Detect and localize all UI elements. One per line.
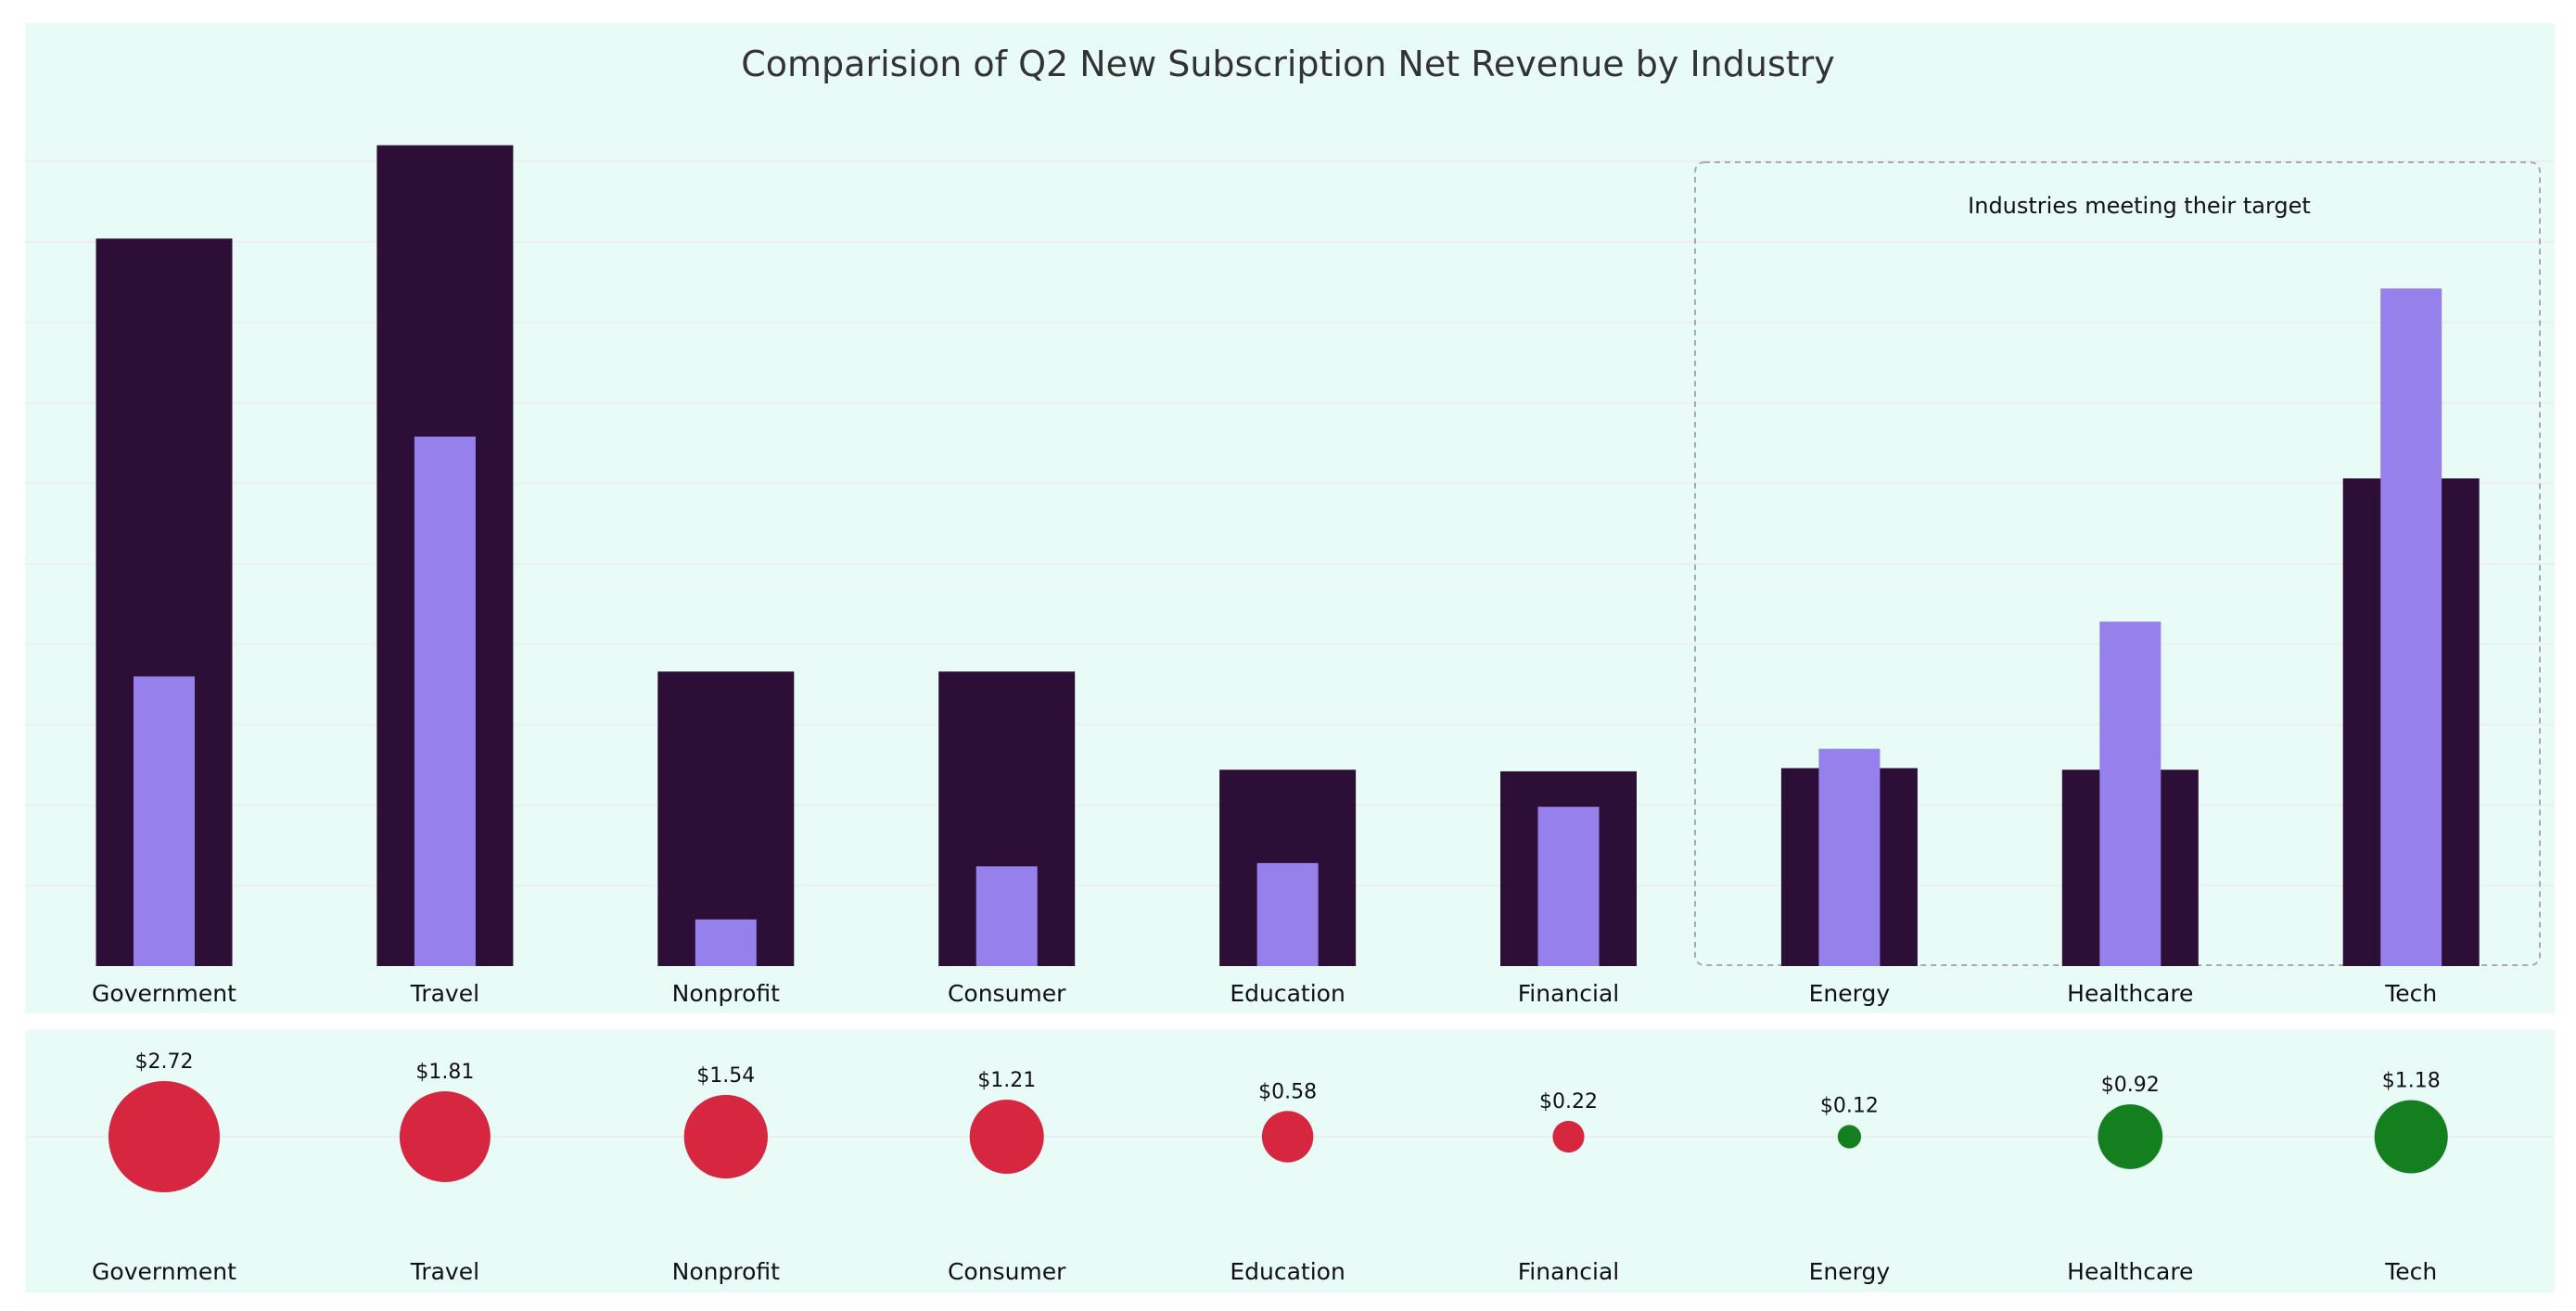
bubble-value-label: $0.58 xyxy=(1258,1080,1317,1103)
bubble-value-label: $0.22 xyxy=(1539,1090,1598,1114)
x-tick-label: Government xyxy=(92,980,236,1007)
bubble-financial xyxy=(1552,1120,1585,1153)
x-tick-label: Nonprofit xyxy=(672,980,780,1007)
wide-bar-nonprofit xyxy=(657,671,795,966)
bubble-value-label: $1.54 xyxy=(696,1064,755,1088)
bubble-travel xyxy=(399,1091,491,1182)
bubble-category-label: Healthcare xyxy=(2067,1258,2193,1285)
bubble-healthcare xyxy=(2098,1104,2163,1169)
bubble-category-label: Nonprofit xyxy=(672,1258,780,1285)
x-tick-label: Travel xyxy=(410,980,479,1007)
x-tick-label: Education xyxy=(1230,980,1345,1007)
bubble-value-label: $1.21 xyxy=(977,1069,1036,1092)
bubble-tech xyxy=(2374,1100,2448,1174)
bubble-category-label: Financial xyxy=(1518,1258,1619,1285)
bubble-value-label: $0.92 xyxy=(2101,1074,2160,1097)
bar-marks: Government Travel Nonprofit Consumer Educati… xyxy=(92,145,2480,1007)
bubble-value-label: $1.18 xyxy=(2382,1069,2441,1092)
bubble-category-label: Government xyxy=(92,1258,236,1285)
narrow-bar-healthcare xyxy=(2099,621,2162,966)
narrow-bar-consumer xyxy=(976,866,1038,966)
narrow-bar-government xyxy=(134,676,195,966)
annotation-label: Industries meeting their target xyxy=(1968,193,2311,219)
narrow-bar-tech xyxy=(2380,288,2442,966)
narrow-bar-energy xyxy=(1818,748,1881,966)
bubble-category-label: Education xyxy=(1230,1258,1345,1285)
bubble-nonprofit xyxy=(683,1094,768,1179)
bubble-marks: $2.72 Government $1.81 Travel $1.54 Nonprofit… xyxy=(92,1050,2448,1285)
x-tick-label: Financial xyxy=(1518,980,1619,1007)
x-tick-label: Energy xyxy=(1809,980,1891,1007)
bubble-category-label: Consumer xyxy=(948,1258,1066,1285)
bubble-category-label: Travel xyxy=(410,1258,479,1285)
bubble-value-label: $1.81 xyxy=(415,1061,474,1084)
bubble-energy xyxy=(1837,1125,1862,1149)
bubble-consumer xyxy=(969,1099,1044,1175)
narrow-bar-education xyxy=(1256,862,1319,966)
bubble-value-label: $2.72 xyxy=(135,1050,194,1074)
x-tick-label: Tech xyxy=(2384,980,2437,1007)
bubble-category-label: Energy xyxy=(1809,1258,1891,1285)
narrow-bar-nonprofit xyxy=(695,919,757,966)
x-tick-label: Healthcare xyxy=(2067,980,2193,1007)
x-tick-label: Consumer xyxy=(948,980,1066,1007)
bubble-education xyxy=(1261,1111,1314,1163)
chart-title: Comparision of Q2 New Subscription Net R… xyxy=(741,44,1835,84)
bubble-government xyxy=(108,1080,221,1193)
narrow-bar-financial xyxy=(1537,807,1600,966)
bubble-category-label: Tech xyxy=(2384,1258,2437,1285)
bubble-value-label: $0.12 xyxy=(1820,1094,1879,1117)
narrow-bar-travel xyxy=(414,436,476,967)
